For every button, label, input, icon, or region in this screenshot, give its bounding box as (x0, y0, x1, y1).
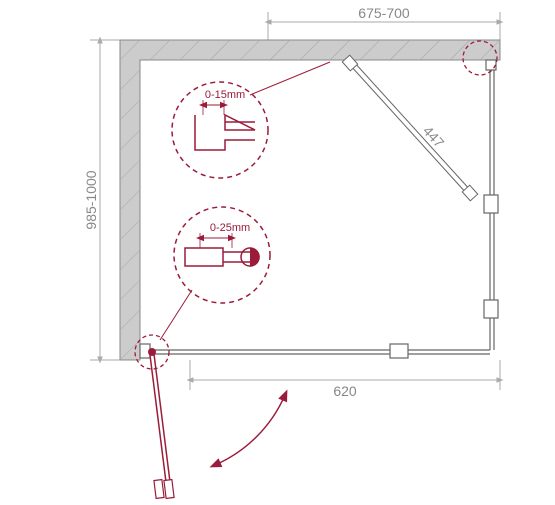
detail-lower-label: 0-25mm (210, 222, 250, 234)
dimension-top: 675-700 (268, 5, 500, 40)
detail-callout-upper: 0-15mm (172, 62, 330, 178)
dimension-left-label: 985-1000 (83, 170, 99, 229)
door-open (150, 354, 285, 498)
dimension-left: 985-1000 (83, 40, 120, 360)
detail-callout-lower: 0-25mm (160, 207, 270, 340)
dimension-bottom-label: 620 (333, 383, 357, 399)
diagonal-brace: 447 (342, 55, 477, 201)
wall-frame (110, 10, 520, 370)
drawing-svg: 675-700 985-1000 (0, 0, 555, 505)
dimension-top-label: 675-700 (358, 5, 410, 21)
dimension-bottom: 620 (190, 360, 500, 399)
technical-drawing: 675-700 985-1000 (0, 0, 555, 505)
detail-upper-label: 0-15mm (205, 89, 245, 101)
